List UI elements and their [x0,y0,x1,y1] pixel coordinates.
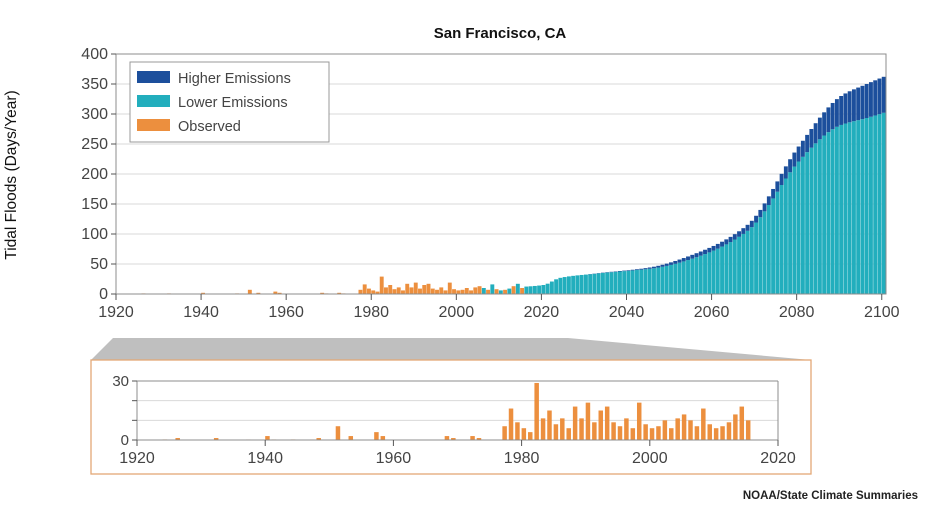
svg-text:1980: 1980 [504,450,540,467]
svg-text:NOAA/State Climate Summaries: NOAA/State Climate Summaries [743,490,918,502]
svg-text:1960: 1960 [376,450,412,467]
svg-text:2000: 2000 [439,304,475,321]
svg-text:2040: 2040 [609,304,645,321]
svg-text:50: 50 [90,256,108,273]
svg-text:0: 0 [121,432,129,449]
svg-text:100: 100 [81,226,108,243]
svg-text:400: 400 [81,46,108,63]
svg-text:2060: 2060 [694,304,730,321]
svg-text:Higher Emissions: Higher Emissions [178,71,291,87]
svg-text:1980: 1980 [353,304,389,321]
svg-text:1960: 1960 [268,304,304,321]
svg-text:2000: 2000 [632,450,668,467]
svg-text:150: 150 [81,196,108,213]
svg-text:1940: 1940 [183,304,219,321]
svg-text:300: 300 [81,106,108,123]
svg-text:1940: 1940 [247,450,283,467]
svg-text:2020: 2020 [524,304,560,321]
svg-text:1920: 1920 [119,450,155,467]
svg-text:30: 30 [112,373,129,390]
svg-text:San Francisco, CA: San Francisco, CA [434,25,567,42]
svg-text:0: 0 [99,286,108,303]
svg-text:Lower Emissions: Lower Emissions [178,95,288,111]
svg-text:200: 200 [81,166,108,183]
svg-text:2080: 2080 [779,304,815,321]
svg-text:2020: 2020 [760,450,796,467]
svg-text:Observed: Observed [178,119,241,135]
svg-text:2100: 2100 [864,304,900,321]
svg-text:1920: 1920 [98,304,134,321]
svg-text:Tidal Floods (Days/Year): Tidal Floods (Days/Year) [3,90,20,259]
svg-text:250: 250 [81,136,108,153]
svg-text:350: 350 [81,76,108,93]
